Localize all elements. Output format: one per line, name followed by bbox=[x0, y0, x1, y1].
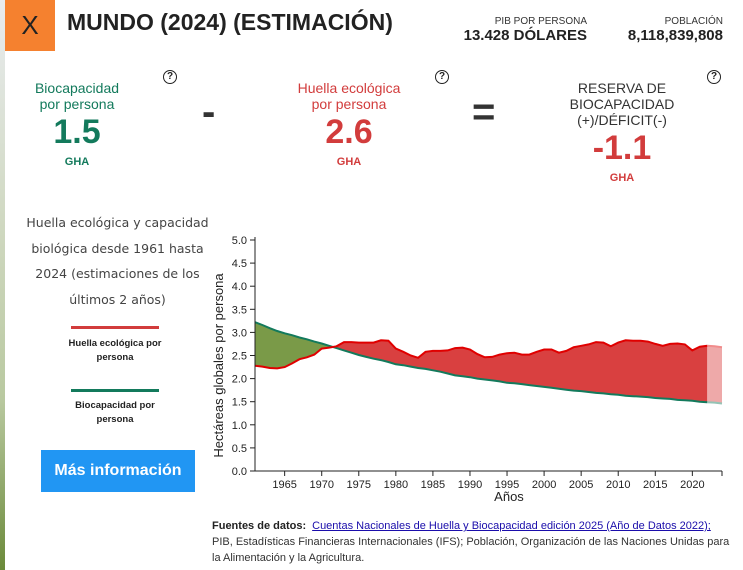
footprint-help-icon[interactable]: ? bbox=[435, 70, 449, 84]
reserve-label-3: (+)/DÉFICIT(-) bbox=[577, 112, 667, 128]
population-label: POBLACIÓN bbox=[664, 16, 723, 27]
population-value: 8,118,839,808 bbox=[627, 27, 723, 44]
y-tick-label: 5.0 bbox=[232, 235, 247, 247]
y-tick-label: 0.5 bbox=[232, 443, 247, 455]
reserve-label: RESERVA DE bbox=[577, 80, 667, 96]
gdp-stat: PIB POR PERSONA 13.428 DÓLARES bbox=[464, 16, 587, 44]
legend-footprint-label: Huella ecológica por persona bbox=[68, 338, 162, 363]
footprint-label: Huella ecológica bbox=[297, 80, 401, 96]
data-sources: Fuentes de datos: Cuentas Nacionales de H… bbox=[212, 518, 737, 566]
legend-biocapacity-label: Biocapacidad por persona bbox=[75, 400, 155, 425]
minus-sign: - bbox=[202, 90, 216, 134]
reserve-help-icon[interactable]: ? bbox=[707, 70, 721, 84]
footprint-metric: Huella ecológica por persona 2.6 GHA bbox=[289, 80, 409, 168]
footprint-line bbox=[255, 339, 708, 370]
map-background-strip bbox=[0, 0, 5, 570]
y-tick-label: 2.5 bbox=[232, 351, 247, 363]
reserve-metric: RESERVA DE BIOCAPACIDAD (+)/DÉFICIT(-) -… bbox=[562, 80, 682, 184]
x-tick-label: 1990 bbox=[458, 479, 482, 491]
reserve-unit: GHA bbox=[609, 172, 635, 184]
y-tick-label: 1.0 bbox=[232, 420, 247, 432]
sources-label: Fuentes de datos: bbox=[212, 520, 307, 532]
biocapacity-unit: GHA bbox=[64, 156, 90, 168]
footprint-label-2: por persona bbox=[311, 96, 387, 112]
x-tick-label: 2000 bbox=[532, 479, 556, 491]
close-button[interactable]: X bbox=[5, 0, 55, 51]
x-tick-label: 2015 bbox=[643, 479, 667, 491]
gdp-label: PIB POR PERSONA bbox=[494, 16, 587, 27]
y-tick-label: 3.5 bbox=[232, 304, 247, 316]
sources-link[interactable]: Cuentas Nacionales de Huella y Biocapaci… bbox=[312, 520, 711, 532]
legend-biocapacity-line bbox=[71, 389, 159, 392]
page-title: MUNDO (2024) (ESTIMACIÓN) bbox=[67, 9, 393, 35]
x-axis-label: Años bbox=[494, 489, 524, 504]
reserve-label-2: BIOCAPACIDAD bbox=[569, 96, 675, 112]
x-tick-label: 1980 bbox=[384, 479, 408, 491]
x-tick-label: 1965 bbox=[272, 479, 296, 491]
footprint-unit: GHA bbox=[336, 156, 362, 168]
y-tick-label: 2.0 bbox=[232, 374, 247, 386]
x-tick-label: 1985 bbox=[421, 479, 445, 491]
chart-description: Huella ecológica y capacidad biológica d… bbox=[26, 215, 209, 307]
biocapacity-value: 1.5 bbox=[53, 113, 101, 151]
population-stat: POBLACIÓN 8,118,839,808 bbox=[628, 16, 723, 44]
footprint-value: 2.6 bbox=[325, 113, 373, 151]
x-tick-label: 2005 bbox=[569, 479, 593, 491]
biocapacity-metric: Biocapacidad por persona 1.5 GHA bbox=[17, 80, 137, 168]
reserve-value: -1.1 bbox=[592, 129, 652, 167]
x-tick-label: 1995 bbox=[495, 479, 519, 491]
historical-region bbox=[255, 321, 708, 405]
x-tick-label: 1975 bbox=[347, 479, 371, 491]
biocapacity-help-icon[interactable]: ? bbox=[163, 70, 177, 84]
y-tick-label: 0.0 bbox=[232, 466, 247, 478]
biocapacity-label: Biocapacidad bbox=[34, 80, 120, 96]
equals-sign: = bbox=[472, 90, 496, 134]
y-tick-label: 4.0 bbox=[232, 281, 247, 293]
x-tick-label: 1970 bbox=[309, 479, 333, 491]
legend-footprint-line bbox=[71, 326, 159, 329]
deficit-area bbox=[255, 340, 708, 404]
gdp-value: 13.428 DÓLARES bbox=[463, 27, 587, 44]
y-tick-label: 1.5 bbox=[232, 397, 247, 409]
more-info-button[interactable]: Más información bbox=[41, 450, 195, 492]
y-tick-label: 3.0 bbox=[232, 327, 247, 339]
y-axis-label: Hectáreas globales por persona bbox=[211, 273, 226, 458]
x-tick-label: 2020 bbox=[680, 479, 704, 491]
biocapacity-label-2: por persona bbox=[39, 96, 115, 112]
x-tick-label: 2010 bbox=[606, 479, 630, 491]
chart: 0.0 0.5 1.0 1.5 2.0 2.5 3.0 3.5 4.0 4.5 5.0 1965 197… bbox=[211, 235, 723, 504]
y-tick-label: 4.5 bbox=[232, 258, 247, 270]
sources-text: PIB, Estadísticas Financieras Internacio… bbox=[212, 536, 730, 564]
